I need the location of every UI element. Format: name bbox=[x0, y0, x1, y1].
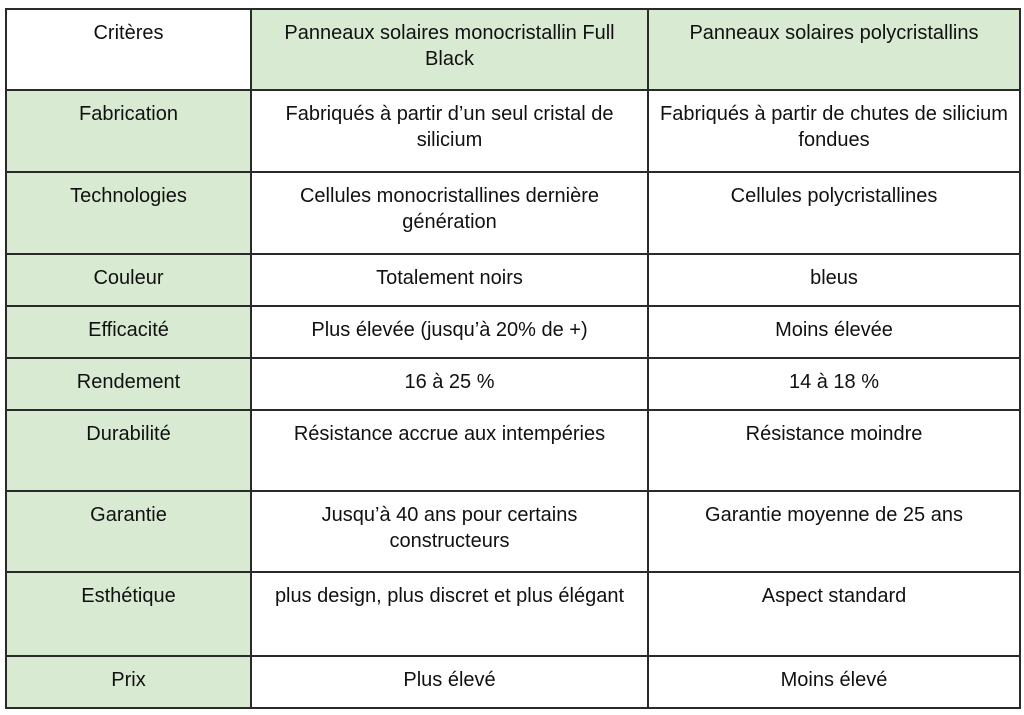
criterion-cell: Couleur bbox=[5, 253, 252, 307]
table-row: Rendement 16 à 25 % 14 à 18 % bbox=[5, 357, 1021, 411]
monocrystalline-cell: plus design, plus discret et plus élégan… bbox=[250, 571, 649, 657]
monocrystalline-cell: Cellules monocristallines dernière génér… bbox=[250, 171, 649, 255]
monocrystalline-cell: Fabriqués à partir d’un seul cristal de … bbox=[250, 89, 649, 173]
polycrystalline-cell: bleus bbox=[647, 253, 1021, 307]
criterion-cell: Garantie bbox=[5, 490, 252, 573]
table-row: Fabrication Fabriqués à partir d’un seul … bbox=[5, 89, 1021, 173]
monocrystalline-cell: Plus élevé bbox=[250, 655, 649, 709]
polycrystalline-cell: Moins élevée bbox=[647, 305, 1021, 359]
monocrystalline-cell: Résistance accrue aux intempéries bbox=[250, 409, 649, 492]
table-row: Prix Plus élevé Moins élevé bbox=[5, 655, 1021, 709]
header-cell-monocrystalline: Panneaux solaires monocristallin Full Bl… bbox=[250, 8, 649, 91]
header-row: Critères Panneaux solaires monocristalli… bbox=[5, 8, 1021, 91]
polycrystalline-cell: Moins élevé bbox=[647, 655, 1021, 709]
table-row: Garantie Jusqu’à 40 ans pour certains con… bbox=[5, 490, 1021, 573]
polycrystalline-cell: Résistance moindre bbox=[647, 409, 1021, 492]
criterion-cell: Fabrication bbox=[5, 89, 252, 173]
header-cell-polycrystalline: Panneaux solaires polycristallins bbox=[647, 8, 1021, 91]
criterion-cell: Technologies bbox=[5, 171, 252, 255]
polycrystalline-cell: Garantie moyenne de 25 ans bbox=[647, 490, 1021, 573]
comparison-table: Critères Panneaux solaires monocristalli… bbox=[5, 8, 1021, 709]
polycrystalline-cell: Fabriqués à partir de chutes de silicium… bbox=[647, 89, 1021, 173]
criterion-cell: Efficacité bbox=[5, 305, 252, 359]
table-row: Efficacité Plus élevée (jusqu’à 20% de +)… bbox=[5, 305, 1021, 359]
criterion-cell: Rendement bbox=[5, 357, 252, 411]
table-row: Technologies Cellules monocristallines de… bbox=[5, 171, 1021, 255]
criterion-cell: Prix bbox=[5, 655, 252, 709]
table-row: Couleur Totalement noirs bleus bbox=[5, 253, 1021, 307]
table-row: Esthétique plus design, plus discret et p… bbox=[5, 571, 1021, 657]
monocrystalline-cell: 16 à 25 % bbox=[250, 357, 649, 411]
monocrystalline-cell: Plus élevée (jusqu’à 20% de +) bbox=[250, 305, 649, 359]
polycrystalline-cell: Cellules polycristallines bbox=[647, 171, 1021, 255]
criterion-cell: Esthétique bbox=[5, 571, 252, 657]
polycrystalline-cell: 14 à 18 % bbox=[647, 357, 1021, 411]
header-cell-criteria: Critères bbox=[5, 8, 252, 91]
monocrystalline-cell: Totalement noirs bbox=[250, 253, 649, 307]
monocrystalline-cell: Jusqu’à 40 ans pour certains constructeu… bbox=[250, 490, 649, 573]
polycrystalline-cell: Aspect standard bbox=[647, 571, 1021, 657]
table-row: Durabilité Résistance accrue aux intempér… bbox=[5, 409, 1021, 492]
criterion-cell: Durabilité bbox=[5, 409, 252, 492]
